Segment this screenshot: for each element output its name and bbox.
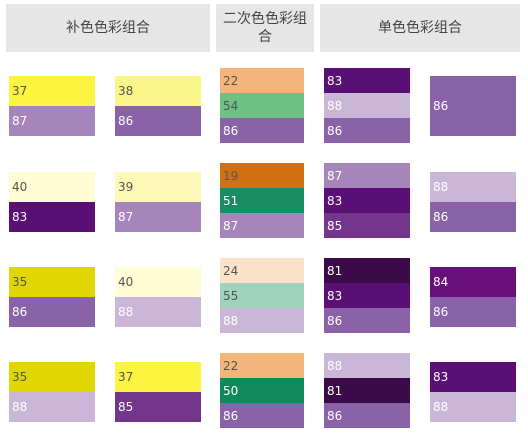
color-swatch-83: 83 bbox=[324, 68, 410, 93]
header-secondary: 二次色色彩组 合 bbox=[216, 4, 314, 52]
color-swatch-37: 37 bbox=[9, 76, 95, 106]
color-swatch-85: 85 bbox=[324, 213, 410, 238]
header-complementary-label: 补色色彩组合 bbox=[66, 20, 150, 36]
color-swatch-86: 86 bbox=[324, 118, 410, 143]
color-swatch-22: 22 bbox=[220, 68, 304, 93]
color-swatch-87: 87 bbox=[9, 106, 95, 136]
color-swatch-88: 88 bbox=[324, 353, 410, 378]
color-swatch-19: 19 bbox=[220, 163, 304, 188]
color-swatch-24: 24 bbox=[220, 258, 304, 283]
color-swatch-86: 86 bbox=[115, 106, 201, 136]
color-swatch-88: 88 bbox=[115, 297, 201, 327]
color-swatch-83: 83 bbox=[430, 362, 516, 392]
color-swatch-35: 35 bbox=[9, 362, 95, 392]
color-swatch-86: 86 bbox=[430, 202, 516, 232]
color-swatch-88: 88 bbox=[9, 392, 95, 422]
header-secondary-line1: 二次色色彩组 bbox=[223, 11, 307, 27]
color-swatch-86: 86 bbox=[430, 297, 516, 327]
color-swatch-87: 87 bbox=[115, 202, 201, 232]
color-swatch-86: 86 bbox=[430, 76, 516, 136]
color-swatch-50: 50 bbox=[220, 378, 304, 403]
color-swatch-88: 88 bbox=[430, 172, 516, 202]
color-swatch-88: 88 bbox=[430, 392, 516, 422]
color-swatch-39: 39 bbox=[115, 172, 201, 202]
color-swatch-88: 88 bbox=[220, 308, 304, 333]
color-swatch-86: 86 bbox=[324, 403, 410, 428]
color-swatch-35: 35 bbox=[9, 267, 95, 297]
header-monochrome-label: 单色色彩组合 bbox=[378, 20, 462, 36]
header-complementary: 补色色彩组合 bbox=[6, 4, 210, 52]
color-swatch-87: 87 bbox=[220, 213, 304, 238]
color-swatch-37: 37 bbox=[115, 362, 201, 392]
color-swatch-83: 83 bbox=[9, 202, 95, 232]
color-swatch-86: 86 bbox=[9, 297, 95, 327]
color-swatch-83: 83 bbox=[324, 283, 410, 308]
color-swatch-81: 81 bbox=[324, 378, 410, 403]
color-swatch-38: 38 bbox=[115, 76, 201, 106]
color-swatch-22: 22 bbox=[220, 353, 304, 378]
color-swatch-55: 55 bbox=[220, 283, 304, 308]
color-swatch-86: 86 bbox=[324, 308, 410, 333]
color-swatch-40: 40 bbox=[9, 172, 95, 202]
color-swatch-51: 51 bbox=[220, 188, 304, 213]
header-secondary-line2: 合 bbox=[258, 29, 272, 45]
color-swatch-86: 86 bbox=[220, 118, 304, 143]
color-swatch-88: 88 bbox=[324, 93, 410, 118]
color-swatch-85: 85 bbox=[115, 392, 201, 422]
color-swatch-54: 54 bbox=[220, 93, 304, 118]
color-swatch-86: 86 bbox=[220, 403, 304, 428]
color-swatch-84: 84 bbox=[430, 267, 516, 297]
color-swatch-87: 87 bbox=[324, 163, 410, 188]
header-monochrome: 单色色彩组合 bbox=[320, 4, 520, 52]
color-swatch-40: 40 bbox=[115, 267, 201, 297]
color-swatch-83: 83 bbox=[324, 188, 410, 213]
color-swatch-81: 81 bbox=[324, 258, 410, 283]
